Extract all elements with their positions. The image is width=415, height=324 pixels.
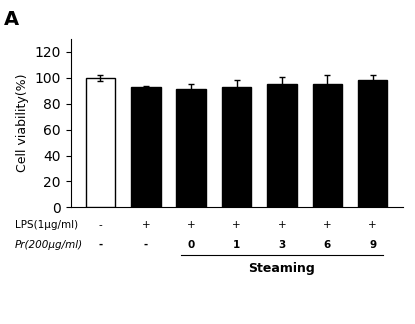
- Bar: [176, 89, 206, 207]
- Text: -: -: [98, 240, 103, 249]
- Text: 0: 0: [188, 240, 195, 249]
- Text: +: +: [142, 220, 150, 230]
- Text: +: +: [323, 220, 332, 230]
- Text: 9: 9: [369, 240, 376, 249]
- Bar: [85, 78, 115, 207]
- Text: LPS(1μg/ml): LPS(1μg/ml): [15, 220, 78, 230]
- Y-axis label: Cell viability(%): Cell viability(%): [16, 74, 29, 172]
- Text: +: +: [369, 220, 377, 230]
- Text: 3: 3: [278, 240, 286, 249]
- Text: +: +: [278, 220, 286, 230]
- Text: A: A: [4, 10, 19, 29]
- Bar: [222, 87, 251, 207]
- Bar: [312, 84, 342, 207]
- Text: 6: 6: [324, 240, 331, 249]
- Bar: [358, 80, 388, 207]
- Bar: [267, 84, 297, 207]
- Text: -: -: [144, 240, 148, 249]
- Text: Steaming: Steaming: [249, 262, 315, 275]
- Text: Pr(200μg/ml): Pr(200μg/ml): [15, 240, 83, 249]
- Text: -: -: [98, 220, 102, 230]
- Text: 1: 1: [233, 240, 240, 249]
- Bar: [131, 87, 161, 207]
- Text: +: +: [232, 220, 241, 230]
- Text: +: +: [187, 220, 195, 230]
